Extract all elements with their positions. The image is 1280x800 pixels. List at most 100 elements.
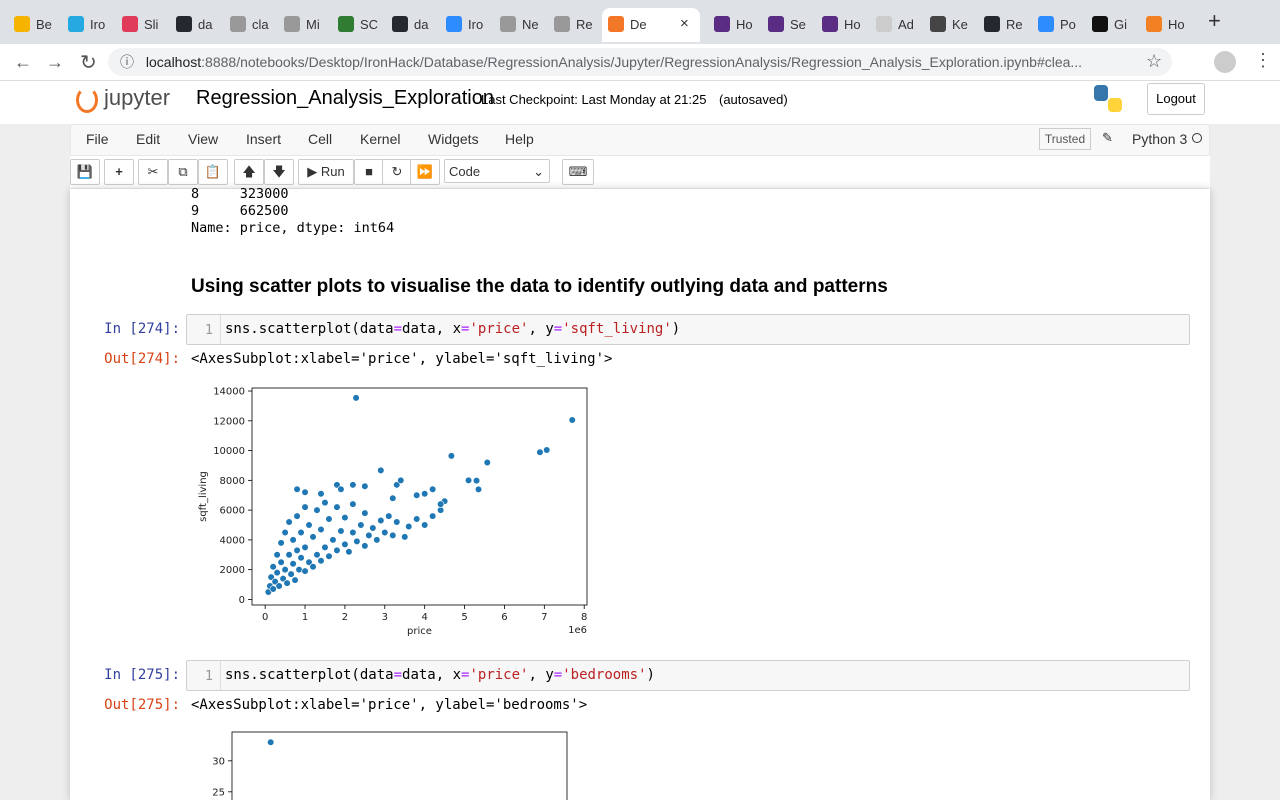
code-token: , y <box>528 321 554 337</box>
scatter-point <box>345 548 353 556</box>
jupyter-brand[interactable]: jupyter <box>104 85 171 110</box>
browser-tab[interactable]: Re <box>978 8 1032 42</box>
scatter-point <box>269 585 277 593</box>
code-token: = <box>461 321 470 337</box>
edit-icon[interactable]: ✎ <box>1102 130 1113 145</box>
browser-tab[interactable]: Se <box>762 8 816 42</box>
browser-tab[interactable]: Ke <box>924 8 978 42</box>
tab-icon <box>230 16 246 32</box>
browser-tab[interactable]: Re <box>548 8 602 42</box>
profile-icon[interactable] <box>1214 51 1236 73</box>
logout-button[interactable]: Logout <box>1147 83 1205 115</box>
scatter-point <box>317 490 325 498</box>
menu-item[interactable]: Widgets <box>428 131 479 147</box>
menu-dots[interactable]: ⋮ <box>1254 50 1272 70</box>
move-up-button[interactable]: 🡅 <box>234 159 264 185</box>
save-button[interactable]: 💾 <box>70 159 100 185</box>
scatter-point <box>472 477 481 485</box>
y-tick-label: 4000 <box>220 535 245 546</box>
restart-button[interactable]: ↻ <box>382 159 412 185</box>
browser-tab[interactable]: Gi <box>1086 8 1140 42</box>
tab-title: Be <box>36 17 52 32</box>
tab-icon <box>284 16 300 32</box>
browser-tab[interactable]: cla <box>224 8 278 42</box>
browser-tab[interactable]: Ad <box>870 8 924 42</box>
address-bar: ← → ↻ ⓘ localhost:8888/notebooks/Desktop… <box>0 44 1280 81</box>
menu-item[interactable]: Cell <box>308 131 333 147</box>
browser-tab[interactable]: Ho <box>708 8 762 42</box>
browser-tab[interactable]: Iro <box>62 8 116 42</box>
scatter-point <box>365 531 373 540</box>
browser-tab[interactable]: Sli <box>116 8 170 42</box>
tab-close[interactable]: × <box>680 15 689 32</box>
scatter-point <box>269 563 277 571</box>
browser-tab[interactable]: Ho <box>816 8 870 42</box>
move-down-button[interactable]: 🡇 <box>264 159 294 185</box>
run-all-button[interactable]: ⏩ <box>410 159 440 185</box>
cell-type-select[interactable]: Code ⌄ <box>444 159 550 183</box>
tab-title: Sli <box>144 17 159 32</box>
autosaved: (autosaved) <box>719 92 788 107</box>
code-token: = <box>393 667 403 683</box>
insert-button[interactable]: + <box>104 159 134 185</box>
keyboard-button[interactable]: ⌨ <box>562 159 594 185</box>
copy-button[interactable]: ⧉ <box>168 159 198 185</box>
tab-icon <box>500 16 516 32</box>
menu-item[interactable]: Insert <box>246 131 282 147</box>
code-cell[interactable]: 1 sns.scatterplot(data=data, x='price', y… <box>186 314 1190 345</box>
scatter-point <box>377 516 385 525</box>
scatter-point <box>413 515 421 523</box>
scatter-point <box>309 563 317 571</box>
reload-button[interactable]: ↻ <box>80 52 97 74</box>
menu-item[interactable]: Help <box>505 131 534 147</box>
new-tab-button[interactable]: + <box>1208 8 1221 33</box>
forward-button[interactable]: → <box>46 52 64 72</box>
menu-item[interactable]: Edit <box>136 131 161 147</box>
code-cell[interactable]: 1 sns.scatterplot(data=data, x='price', y… <box>186 660 1190 691</box>
line-number: 1 <box>204 322 213 338</box>
paste-button[interactable]: 📋 <box>198 159 228 185</box>
browser-tab[interactable]: Be <box>8 8 62 42</box>
tab-icon <box>822 16 838 32</box>
tab-icon <box>176 16 192 32</box>
menu-item[interactable]: File <box>86 131 109 147</box>
scatter-point <box>281 528 289 537</box>
notebook-title[interactable]: Regression_Analysis_Exploration <box>196 87 494 109</box>
browser-tab[interactable]: da <box>386 8 440 42</box>
trusted-badge[interactable]: Trusted <box>1039 128 1091 150</box>
menu-item[interactable]: Kernel <box>360 131 401 147</box>
tab-icon <box>1092 16 1108 32</box>
url-field[interactable]: ⓘ localhost:8888/notebooks/Desktop/IronH… <box>108 48 1172 76</box>
cut-button[interactable]: ✂ <box>138 159 168 185</box>
browser-tab[interactable]: da <box>170 8 224 42</box>
menu-strip <box>70 124 1210 156</box>
browser-tab[interactable]: Ne <box>494 8 548 42</box>
back-button[interactable]: ← <box>14 52 32 72</box>
browser-tab[interactable]: Po <box>1032 8 1086 42</box>
python-logo-yellow <box>1108 98 1122 112</box>
bookmark-star[interactable]: ☆ <box>1146 51 1163 71</box>
run-button[interactable]: ▶ Run <box>298 159 354 185</box>
y-tick-label: 8000 <box>220 476 245 487</box>
menu-item[interactable]: View <box>188 131 219 147</box>
run-label: Run <box>320 164 345 179</box>
scatter-point <box>325 552 333 560</box>
browser-tab[interactable]: SC <box>332 8 386 42</box>
scatter-point <box>297 554 305 562</box>
tab-title: Se <box>790 17 806 32</box>
browser-tab[interactable]: Iro <box>440 8 494 42</box>
scatter-point <box>291 576 299 584</box>
browser-tab[interactable]: Ho <box>1140 8 1194 42</box>
kernel-name: Python 3 <box>1132 131 1188 147</box>
browser-tab[interactable]: Mi <box>278 8 332 42</box>
tab-icon <box>608 16 624 32</box>
code-token: = <box>461 667 470 683</box>
scatter-point <box>317 557 325 565</box>
tab-title: Ho <box>1168 17 1185 32</box>
scatter-point <box>337 485 345 493</box>
scatter-point <box>325 515 333 523</box>
scatter-chart: 25 30 <box>212 731 568 800</box>
line-gutter <box>220 661 221 690</box>
browser-tab[interactable]: De × <box>602 8 700 42</box>
stop-button[interactable]: ■ <box>354 159 384 185</box>
